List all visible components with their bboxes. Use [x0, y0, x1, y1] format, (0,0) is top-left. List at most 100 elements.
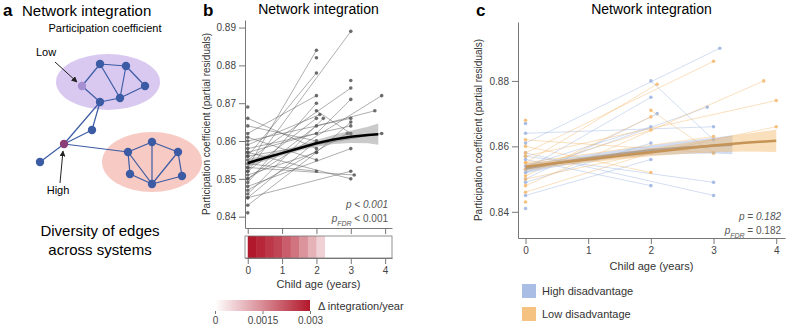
derivative-cell: [265, 236, 274, 258]
subject-point: [524, 194, 528, 198]
subject-point: [315, 101, 319, 105]
tick: [351, 228, 352, 234]
legend-swatch: [522, 284, 536, 298]
figure: aNetwork integrationParticipation coeffi…: [0, 0, 797, 333]
subject-point: [649, 79, 653, 83]
annotation-text: = 0.182: [745, 225, 782, 236]
axis: 01234: [245, 258, 392, 276]
subject-point: [315, 151, 319, 155]
subject-point: [246, 177, 250, 181]
tick: [385, 228, 386, 234]
tick-label: 0.84: [217, 211, 237, 222]
axis-line: [518, 23, 519, 239]
axis-line: [519, 238, 786, 239]
network-edge: [92, 102, 100, 130]
tick-mark: [239, 179, 245, 180]
panel-letter: c: [476, 1, 485, 20]
tick-mark: [248, 258, 249, 264]
tick: 0.84: [490, 207, 518, 218]
arrow: [55, 62, 77, 82]
system-ellipse: [56, 54, 160, 110]
subject-point: [315, 56, 319, 60]
caption: across systems: [48, 241, 151, 258]
axis: 01234: [519, 238, 786, 256]
y-axis-title: Participation coefficient (partial resid…: [473, 39, 484, 221]
fit-line: [526, 141, 777, 167]
tick: 0.0015: [248, 311, 279, 326]
subject-point: [246, 132, 250, 136]
tick: 0: [213, 311, 219, 326]
subject-line: [526, 48, 720, 143]
subject-point: [246, 196, 250, 200]
tick: 0.87: [217, 98, 245, 109]
annotation-text: < 0.001: [352, 213, 389, 224]
tick: 0.84: [217, 211, 245, 222]
tick: [248, 228, 249, 234]
tick-label: 0: [245, 265, 251, 276]
subject-point: [349, 120, 353, 124]
network-edge: [152, 176, 182, 184]
network-edge: [128, 152, 152, 184]
subject-point: [524, 154, 528, 158]
tick-label: 0.86: [217, 136, 237, 147]
subject-line: [248, 171, 351, 197]
annotation-subscript: FDR: [337, 220, 351, 227]
colorbar-title: Δ integration/year: [318, 300, 404, 312]
subject-point: [246, 211, 250, 215]
network-node: [141, 82, 149, 90]
subject-point: [524, 118, 528, 122]
network-edge: [120, 66, 126, 98]
colorbar: [215, 300, 310, 311]
tick-mark: [215, 311, 216, 314]
tick: 0.88: [490, 76, 518, 87]
subject-point: [380, 94, 384, 98]
tick-mark: [316, 258, 317, 264]
tick: 4: [774, 238, 780, 256]
subject-point: [373, 109, 377, 113]
tick-mark: [310, 311, 311, 314]
legend-label: Low disadvantage: [542, 308, 631, 320]
subject-point: [649, 171, 653, 175]
subject-point: [246, 147, 250, 151]
subject-point: [380, 132, 384, 136]
tick-label: 0.85: [217, 174, 237, 185]
tick-mark: [351, 228, 352, 234]
tick: 2: [314, 258, 320, 276]
tick-label: 0.0015: [248, 315, 279, 326]
tick-mark: [263, 311, 264, 314]
network-node: [178, 172, 186, 180]
diagram: aNetwork integrationParticipation coeffi…: [3, 1, 202, 258]
subject-point: [246, 143, 250, 147]
tick-label: 1: [586, 245, 592, 256]
derivative-strip: [245, 236, 392, 258]
subject-point: [712, 59, 716, 63]
panel-letter: b: [203, 1, 213, 20]
annotation: p < 0.001: [345, 199, 388, 210]
network-edge: [64, 102, 100, 144]
axis-line: [216, 312, 311, 315]
tick-label: 0: [213, 315, 219, 326]
derivative-cell: [291, 236, 300, 258]
subject-point: [349, 169, 353, 173]
tick-mark: [512, 212, 518, 213]
subject-point: [246, 124, 250, 128]
annotation-subscript: FDR: [730, 232, 744, 239]
network-node: [60, 140, 68, 148]
subject-point: [524, 174, 528, 178]
tick-label: 3: [349, 265, 355, 276]
network-node: [148, 138, 156, 146]
tick-mark: [526, 238, 527, 244]
x-axis-title: Child age (years): [610, 260, 694, 272]
network-node: [116, 94, 124, 102]
subject-point: [315, 117, 319, 121]
subject-point: [524, 200, 528, 204]
legend: High disadvantageLow disadvantage: [522, 284, 633, 321]
subject-line: [526, 61, 714, 153]
subject-point: [524, 145, 528, 149]
tick: 1: [280, 258, 286, 276]
network-edge: [151, 142, 152, 184]
axis-line: [246, 228, 393, 229]
derivative-cell: [359, 236, 368, 258]
derivative-cell: [351, 236, 360, 258]
tick-label: 0.88: [490, 76, 510, 87]
